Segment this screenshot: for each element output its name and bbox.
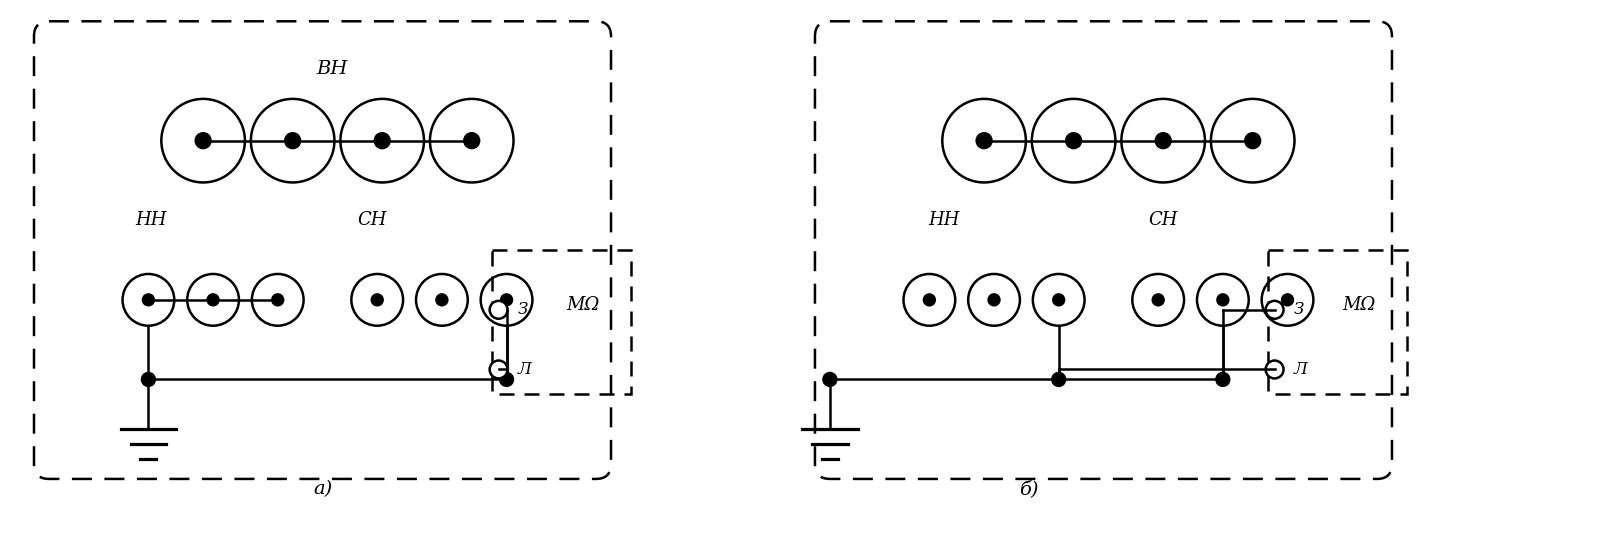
- Circle shape: [1065, 133, 1081, 149]
- Circle shape: [1052, 294, 1064, 306]
- Circle shape: [195, 133, 211, 149]
- Text: СН: СН: [357, 211, 387, 230]
- Text: З: З: [1293, 301, 1302, 318]
- Circle shape: [374, 133, 391, 149]
- Circle shape: [975, 133, 991, 149]
- Circle shape: [1051, 373, 1065, 387]
- Circle shape: [1151, 294, 1164, 306]
- Circle shape: [489, 361, 507, 379]
- Bar: [491, 250, 631, 394]
- Circle shape: [1244, 133, 1261, 149]
- Circle shape: [489, 301, 507, 319]
- Text: МΩ: МΩ: [567, 296, 599, 314]
- Circle shape: [1265, 361, 1283, 379]
- Circle shape: [463, 133, 479, 149]
- Text: НН: НН: [928, 211, 959, 230]
- Circle shape: [142, 373, 155, 387]
- Text: Л: Л: [516, 361, 531, 378]
- Text: а): а): [313, 480, 332, 498]
- Text: НН: НН: [136, 211, 166, 230]
- Circle shape: [500, 294, 512, 306]
- Circle shape: [823, 373, 836, 387]
- Text: Л: Л: [1293, 361, 1307, 378]
- Circle shape: [499, 373, 513, 387]
- Text: СН: СН: [1148, 211, 1177, 230]
- Circle shape: [988, 294, 999, 306]
- Circle shape: [142, 294, 155, 306]
- Circle shape: [1282, 294, 1293, 306]
- Text: З: З: [516, 301, 528, 318]
- Circle shape: [271, 294, 284, 306]
- Text: б): б): [1018, 480, 1038, 498]
- Text: ВН: ВН: [316, 60, 349, 78]
- Circle shape: [923, 294, 935, 306]
- Circle shape: [1265, 301, 1283, 319]
- Circle shape: [1154, 133, 1170, 149]
- Text: МΩ: МΩ: [1341, 296, 1375, 314]
- Circle shape: [371, 294, 383, 306]
- Circle shape: [1215, 373, 1228, 387]
- Circle shape: [436, 294, 447, 306]
- Circle shape: [1215, 294, 1228, 306]
- Bar: [1267, 250, 1406, 394]
- Circle shape: [284, 133, 300, 149]
- Circle shape: [207, 294, 220, 306]
